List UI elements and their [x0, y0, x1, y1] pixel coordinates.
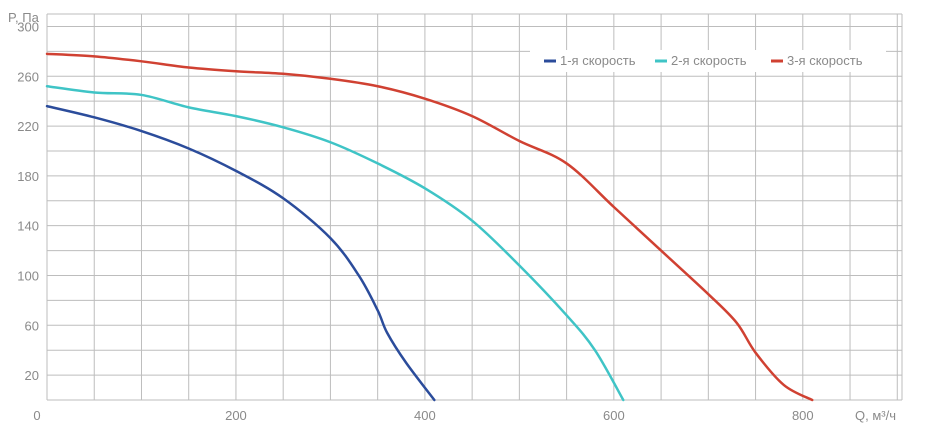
legend-label-3: 3-я скорость: [787, 53, 863, 68]
x-tick-label: 400: [414, 408, 436, 423]
y-tick-label: 100: [17, 268, 39, 283]
series-line-3: [45, 52, 814, 402]
y-tick-label: 140: [17, 219, 39, 234]
legend-label-1: 1-я скорость: [560, 53, 636, 68]
y-axis-ticks: 20 60 100 140 180 220 260 300: [17, 19, 39, 383]
legend-label-2: 2-я скорость: [671, 53, 747, 68]
legend-background: [530, 50, 886, 72]
x-tick-label: 200: [225, 408, 247, 423]
series-lines: [45, 52, 814, 402]
y-tick-label: 300: [17, 19, 39, 34]
series-line-1: [45, 104, 436, 402]
y-axis-label: P, Па: [8, 10, 40, 25]
legend: 1-я скорость 2-я скорость 3-я скорость: [530, 50, 886, 72]
y-tick-label: 260: [17, 69, 39, 84]
x-tick-label: 800: [792, 408, 814, 423]
x-axis-label: Q, м³/ч: [855, 408, 896, 423]
y-tick-label: 20: [25, 368, 39, 383]
x-axis-ticks: 0 200 400 600 800: [33, 408, 813, 423]
x-tick-label: 600: [603, 408, 625, 423]
y-tick-label: 220: [17, 119, 39, 134]
y-tick-label: 60: [25, 318, 39, 333]
y-tick-label: 180: [17, 169, 39, 184]
series-line-2: [45, 84, 625, 402]
x-tick-label: 0: [33, 408, 40, 423]
